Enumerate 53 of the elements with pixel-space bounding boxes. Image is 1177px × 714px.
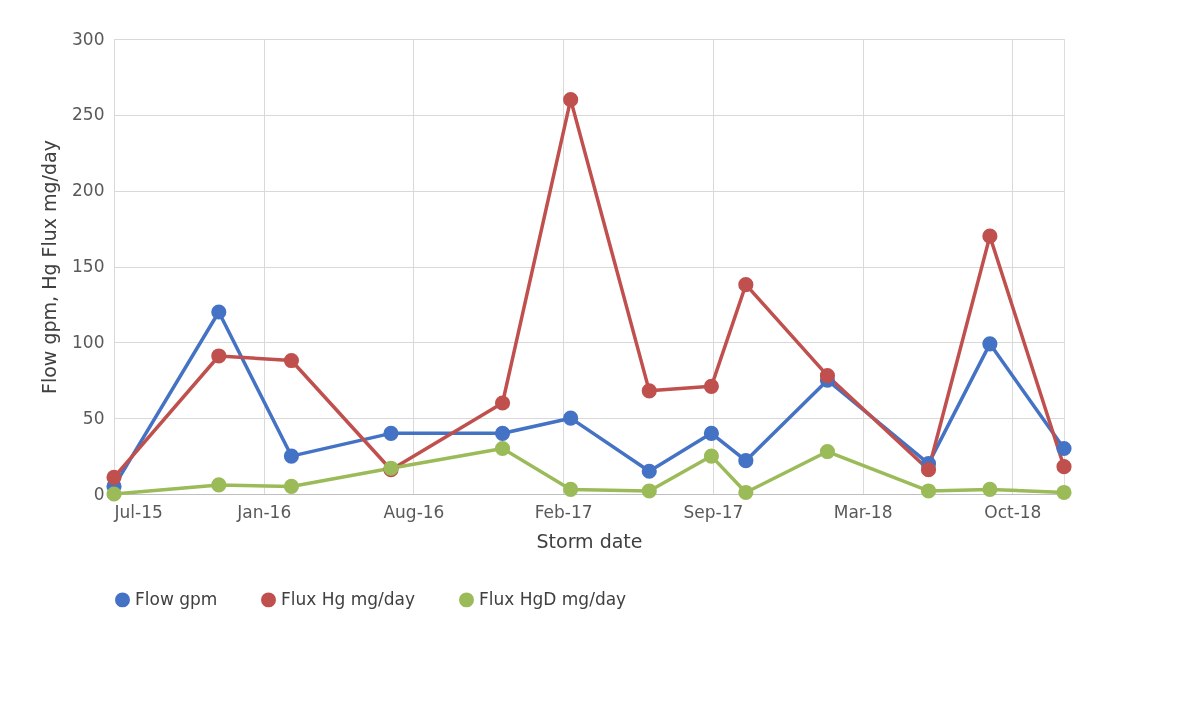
point bbox=[738, 453, 754, 469]
point bbox=[641, 483, 657, 499]
point bbox=[211, 477, 227, 493]
x-axis-title: Storm date bbox=[536, 529, 643, 552]
point bbox=[738, 484, 754, 501]
point bbox=[920, 462, 937, 478]
point bbox=[819, 368, 836, 384]
point bbox=[982, 336, 998, 352]
point bbox=[383, 425, 399, 441]
y-tick-label: 300 bbox=[72, 28, 105, 49]
point bbox=[283, 478, 300, 494]
point bbox=[283, 448, 300, 464]
point bbox=[738, 277, 754, 293]
point bbox=[106, 469, 122, 485]
x-tick-label: Jan-16 bbox=[236, 501, 292, 522]
point bbox=[982, 481, 998, 498]
y-tick-label: 200 bbox=[72, 180, 105, 201]
point bbox=[494, 395, 511, 411]
legend-label: Flux HgD mg/day bbox=[479, 588, 627, 609]
point bbox=[106, 486, 122, 502]
point bbox=[494, 440, 511, 457]
point bbox=[211, 348, 227, 364]
x-tick-label: Sep-17 bbox=[683, 501, 744, 522]
y-tick-label: 150 bbox=[72, 256, 105, 276]
point bbox=[211, 304, 227, 320]
x-tick-label: Aug-16 bbox=[383, 501, 445, 522]
point bbox=[703, 448, 719, 464]
point bbox=[1056, 459, 1072, 475]
point bbox=[641, 383, 657, 399]
y-tick-label: 0 bbox=[93, 483, 105, 504]
point bbox=[1056, 484, 1072, 501]
point bbox=[563, 410, 579, 426]
point bbox=[920, 483, 937, 499]
y-tick-label: 250 bbox=[72, 104, 105, 125]
legend-label: Flux Hg mg/day bbox=[281, 588, 416, 609]
x-tick-label: Mar-18 bbox=[833, 501, 893, 522]
y-tick-label: 50 bbox=[82, 407, 105, 428]
point bbox=[1056, 440, 1072, 457]
y-tick-label: 100 bbox=[72, 331, 105, 352]
legend-label: Flow gpm bbox=[135, 588, 218, 609]
y-axis-title: Flow gpm, Hg Flux mg/day bbox=[38, 140, 61, 394]
x-tick-label: Jul-15 bbox=[113, 501, 163, 522]
point bbox=[703, 378, 719, 394]
x-tick-label: Feb-17 bbox=[534, 501, 593, 522]
point bbox=[703, 425, 719, 441]
point bbox=[563, 481, 579, 498]
point bbox=[283, 352, 300, 369]
x-tick-label: Oct-18 bbox=[984, 501, 1042, 522]
point bbox=[563, 92, 579, 108]
point bbox=[982, 228, 998, 244]
point bbox=[641, 463, 657, 479]
point bbox=[494, 425, 511, 441]
point bbox=[819, 443, 836, 460]
